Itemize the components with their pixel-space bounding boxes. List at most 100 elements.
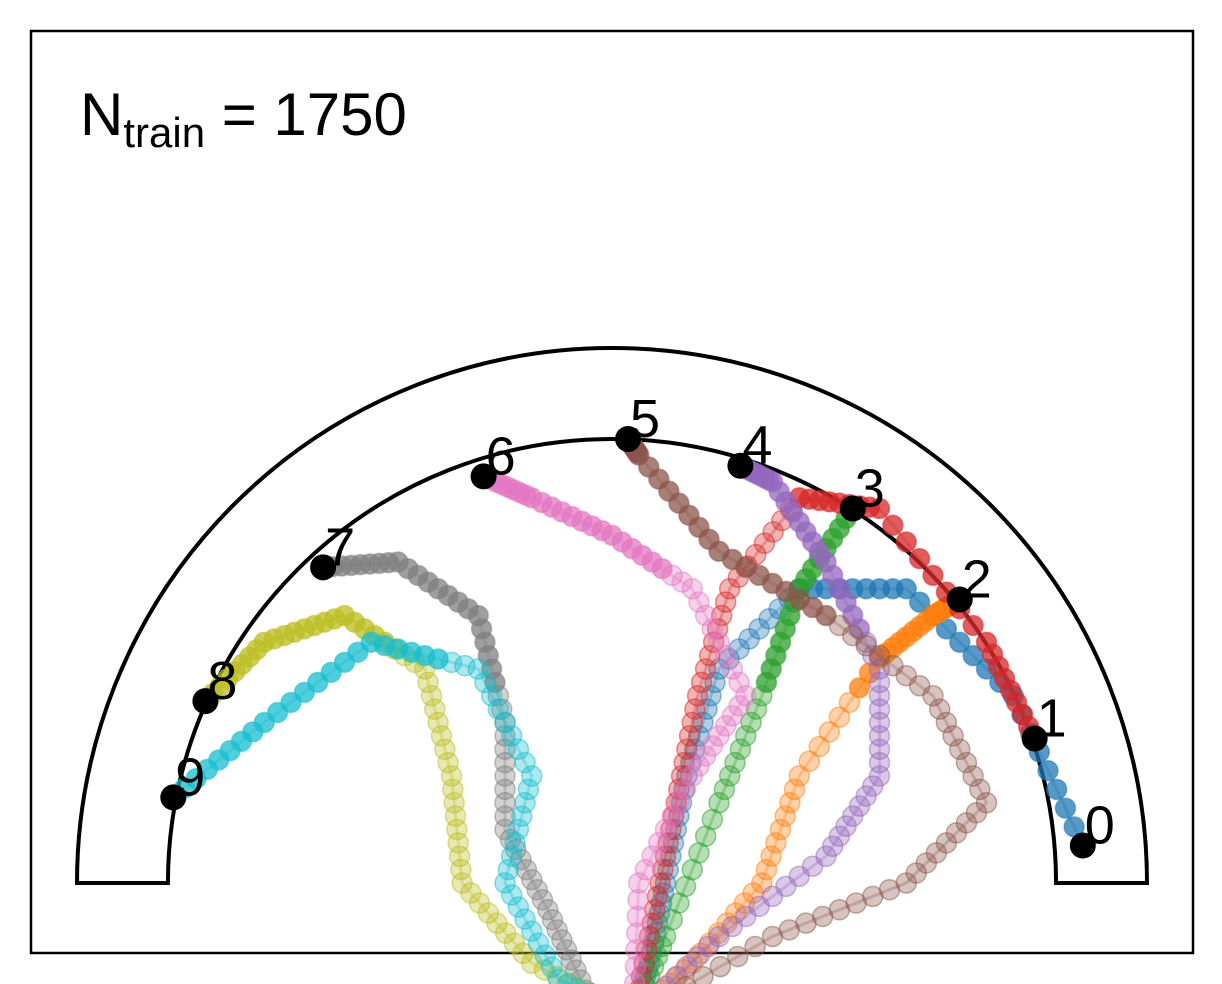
trajectory-point	[740, 711, 762, 734]
target-marker-5	[615, 425, 642, 452]
trajectory-point	[514, 751, 536, 774]
trajectory-point	[728, 671, 750, 694]
trajectory-point	[714, 591, 737, 613]
trajectory-point	[494, 711, 516, 734]
target-label-1: 1	[1037, 689, 1067, 749]
target-marker-4	[727, 452, 754, 479]
trajectory-point	[624, 955, 647, 978]
trajectory-point	[625, 922, 648, 944]
trajectory-point	[628, 872, 650, 894]
target-label-4: 4	[742, 416, 772, 476]
trajectory-point	[661, 805, 683, 827]
trajectory-point	[1054, 797, 1077, 819]
trajectory-point	[922, 564, 944, 587]
trajectory-point	[437, 751, 459, 774]
target-marker-9	[160, 784, 187, 811]
trajectory-point	[531, 888, 554, 911]
target-marker-2	[946, 586, 973, 613]
trajectory-point	[521, 920, 543, 942]
ntrain-annotation: Ntrain = 1750	[80, 81, 407, 156]
trajectory-point	[474, 671, 496, 694]
trajectory-point	[546, 919, 568, 941]
target-label-0: 0	[1085, 796, 1115, 856]
trajectory-point	[454, 654, 476, 677]
trajectory-point	[497, 858, 520, 881]
trajectory-point	[625, 939, 647, 961]
trajectory-point	[649, 872, 671, 894]
target-label-7: 7	[325, 517, 355, 577]
trajectory-point	[1045, 778, 1068, 801]
trajectory-point	[480, 685, 503, 707]
trajectory-point	[708, 792, 730, 814]
trajectory-point	[935, 711, 958, 734]
target-label-6: 6	[486, 426, 516, 486]
trajectory-point	[551, 929, 573, 951]
target-label-3: 3	[855, 459, 885, 519]
trajectory-point	[684, 698, 706, 720]
trajectory-point	[690, 671, 713, 694]
trajectory-point	[541, 956, 563, 979]
trajectory-point	[648, 832, 670, 854]
trajectory-point	[507, 818, 530, 841]
axes-frame	[29, 29, 1195, 955]
trajectory-point	[627, 888, 649, 911]
trajectory-point	[430, 725, 453, 747]
trajectory-point	[681, 711, 703, 734]
trajectory-point	[694, 658, 717, 680]
trajectory-point	[467, 658, 489, 680]
trajectory-point	[701, 618, 724, 640]
trajectory-point	[547, 968, 570, 984]
trajectory-point	[709, 955, 732, 978]
trajectory-point	[537, 899, 559, 921]
trajectory-point	[417, 671, 439, 694]
trajectory-9	[162, 631, 592, 984]
trajectory-point	[500, 884, 523, 906]
trajectory-point	[626, 905, 649, 928]
target-marker-8	[192, 688, 219, 715]
trajectory-point	[514, 792, 536, 814]
trajectory-point	[769, 818, 792, 841]
trajectory-point	[686, 685, 709, 707]
trajectory-point	[753, 532, 776, 555]
target-label-5: 5	[630, 389, 660, 449]
trajectory-point	[440, 765, 463, 787]
trajectory-point	[526, 878, 548, 901]
trajectory-point	[629, 979, 648, 984]
trajectory-point	[424, 698, 446, 720]
trajectory-point	[729, 738, 752, 760]
trajectory-point	[779, 792, 801, 814]
trajectory-point	[521, 765, 543, 787]
trajectory-point	[895, 578, 917, 600]
trajectory-point	[762, 521, 784, 543]
trajectory-point	[755, 858, 778, 881]
trajectory-point	[676, 738, 698, 760]
trajectory-point	[694, 604, 717, 627]
trajectory-point	[962, 614, 984, 637]
trajectory-point	[515, 858, 538, 881]
trajectory-point	[718, 765, 741, 787]
trajectory-point	[774, 805, 796, 827]
trajectory-point	[726, 945, 749, 968]
trajectory-point	[660, 845, 682, 867]
trajectory-point	[942, 725, 964, 747]
trajectory-point	[507, 738, 530, 760]
trajectory-point	[500, 845, 523, 867]
trajectory-point	[678, 725, 701, 747]
trajectory-point	[674, 778, 697, 801]
trajectory-point	[828, 706, 851, 728]
trajectory-point	[928, 698, 951, 720]
trajectory-point	[848, 676, 871, 699]
trajectory-point	[420, 685, 443, 707]
trajectory-point	[527, 932, 550, 954]
trajectory-point	[882, 514, 904, 536]
target-label-2: 2	[962, 549, 992, 609]
trajectory-point	[714, 644, 737, 667]
trajectory-point	[638, 925, 661, 948]
trajectory-point	[555, 939, 578, 961]
trajectory-point	[494, 872, 516, 894]
trajectory-point	[692, 965, 714, 984]
trajectory-point	[654, 818, 677, 841]
target-marker-3	[839, 495, 866, 522]
trajectory-point	[1037, 759, 1059, 782]
